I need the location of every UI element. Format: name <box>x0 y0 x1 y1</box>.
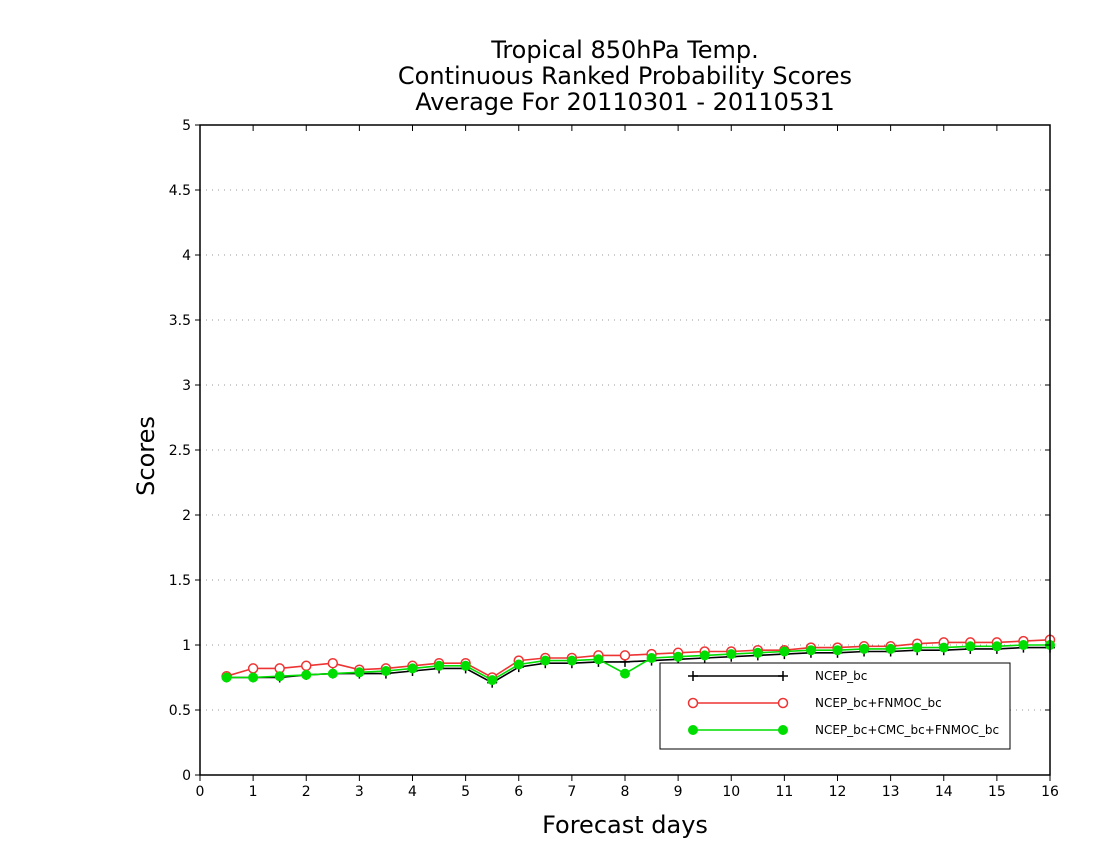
x-tick-label-9: 9 <box>674 784 683 800</box>
series-2-point-21 <box>779 646 790 657</box>
series-2-point-15 <box>620 668 630 679</box>
series-2-point-3 <box>301 669 312 680</box>
series-2-point-13 <box>566 655 577 666</box>
series-1-point-4 <box>327 657 339 669</box>
series-2-point-9 <box>460 660 471 671</box>
y-tick-label-0: 0 <box>182 768 191 784</box>
legend-label-2: NCEP_bc+CMC_bc+FNMOC_bc <box>815 723 999 737</box>
x-tick-label-2: 2 <box>302 784 311 800</box>
x-tick-label-3: 3 <box>355 784 364 800</box>
x-axis-title: Forecast days <box>542 811 708 839</box>
y-axis-ticks: 0 0.5 1 1.5 2 2.5 3 3.5 4 4.5 5 <box>169 118 1050 784</box>
legend-marker-end-1 <box>777 697 789 709</box>
series-2-point-26 <box>912 642 923 653</box>
x-tick-label-11: 11 <box>775 784 793 800</box>
series-2-point-0 <box>221 672 232 683</box>
y-tick-label-2: 1 <box>182 638 191 654</box>
series-2-point-24 <box>859 643 870 654</box>
y-tick-label-7: 3.5 <box>169 313 191 329</box>
series-layer <box>221 634 1056 688</box>
series-2-point-1 <box>248 672 259 683</box>
x-tick-label-1: 1 <box>249 784 258 800</box>
series-2-point-22 <box>805 645 816 656</box>
legend-marker-start-0 <box>688 671 698 681</box>
x-axis-ticks: 0 1 2 3 4 5 6 7 8 9 10 11 12 13 14 15 16 <box>196 125 1059 800</box>
x-tick-label-4: 4 <box>408 784 417 800</box>
series-1-point-3 <box>301 660 312 672</box>
series-2-point-28 <box>965 641 976 652</box>
legend-marker-end-0 <box>778 671 788 681</box>
x-tick-label-12: 12 <box>829 784 847 800</box>
gridlines <box>200 189 1050 711</box>
series-2-point-18 <box>699 650 710 661</box>
x-tick-label-14: 14 <box>935 784 953 800</box>
series-2 <box>221 640 1055 686</box>
series-2-point-30 <box>1018 640 1029 650</box>
series-2-point-17 <box>673 651 684 662</box>
x-tick-label-5: 5 <box>461 784 470 800</box>
series-2-point-29 <box>991 641 1002 652</box>
legend-marker-end-2 <box>778 725 788 735</box>
x-tick-label-0: 0 <box>196 784 205 800</box>
y-tick-label-10: 5 <box>182 118 191 134</box>
series-2-point-4 <box>327 668 338 679</box>
legend-marker-start-1 <box>687 697 699 709</box>
legend-box <box>659 662 1011 750</box>
series-2-point-19 <box>726 649 737 660</box>
y-tick-label-5: 2.5 <box>169 443 191 459</box>
series-2-point-10 <box>487 675 498 686</box>
series-2-point-2 <box>274 671 285 682</box>
series-2-point-23 <box>832 645 843 656</box>
x-tick-label-15: 15 <box>988 784 1006 800</box>
title-line-3: Average For 20110301 - 20110531 <box>415 88 835 116</box>
series-2-point-20 <box>752 647 763 658</box>
title-line-2: Continuous Ranked Probability Scores <box>398 62 852 90</box>
y-tick-label-6: 3 <box>182 378 191 394</box>
y-tick-label-1: 0.5 <box>169 703 191 719</box>
series-2-point-25 <box>885 643 896 654</box>
series-1-point-15 <box>619 650 631 661</box>
x-tick-label-13: 13 <box>882 784 900 800</box>
series-2-point-11 <box>513 659 524 670</box>
legend-label-1: NCEP_bc+FNMOC_bc <box>815 696 942 710</box>
legend-label-0: NCEP_bc <box>815 669 867 683</box>
legend: NCEP_bc NCEP_bc+FNMOC_bc NCEP_bc+CMC_bc+FN… <box>687 669 999 737</box>
series-2-point-16 <box>646 653 657 663</box>
y-tick-label-8: 4 <box>182 248 191 264</box>
series-2-point-27 <box>938 642 949 653</box>
x-tick-label-6: 6 <box>514 784 523 800</box>
series-2-point-14 <box>593 654 604 665</box>
series-2-point-8 <box>434 660 445 671</box>
y-tick-label-9: 4.5 <box>169 183 191 199</box>
y-tick-label-4: 2 <box>182 508 191 524</box>
legend-marker-start-2 <box>688 725 698 735</box>
chart-title: Tropical 850hPa Temp. Continuous Ranked … <box>398 36 852 116</box>
y-tick-label-3: 1.5 <box>169 573 191 589</box>
x-tick-label-16: 16 <box>1041 784 1059 800</box>
series-2-point-7 <box>407 663 418 674</box>
series-2-point-5 <box>354 667 365 678</box>
x-tick-label-7: 7 <box>567 784 576 800</box>
y-axis-title: Scores <box>132 416 160 496</box>
series-2-point-6 <box>380 666 391 676</box>
x-tick-label-8: 8 <box>621 784 630 800</box>
series-1-point-1 <box>247 663 259 674</box>
title-line-1: Tropical 850hPa Temp. <box>490 36 759 64</box>
series-2-point-12 <box>540 655 551 666</box>
x-tick-label-10: 10 <box>722 784 740 800</box>
